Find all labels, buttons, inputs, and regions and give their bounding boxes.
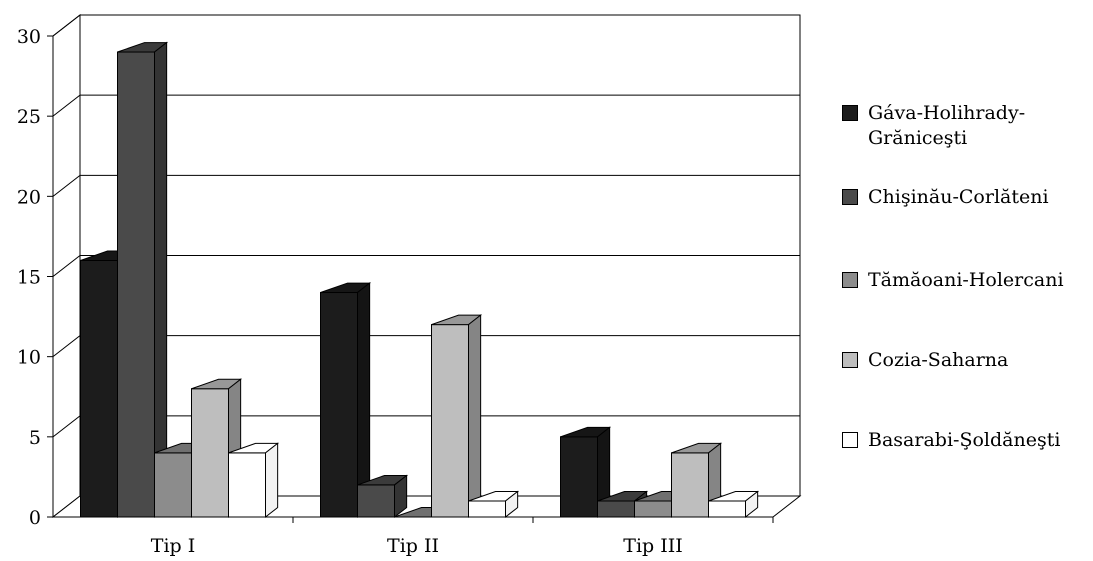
grid-line bbox=[52, 14, 800, 37]
bar-side bbox=[745, 490, 759, 519]
bar-front bbox=[671, 452, 709, 518]
legend-label: Basarabi-Şoldăneşti bbox=[868, 429, 1061, 451]
y-tick-label: 20 bbox=[17, 186, 41, 208]
bar-side bbox=[505, 490, 519, 519]
legend-item: Chişinău-Corlăteni bbox=[842, 185, 1093, 210]
x-tick-label: Tip III bbox=[623, 535, 682, 557]
bar-front bbox=[634, 500, 672, 518]
legend-label: Cozia-Saharna bbox=[868, 349, 1009, 371]
bar-front bbox=[80, 259, 118, 518]
bar bbox=[468, 490, 520, 519]
bar-front bbox=[357, 484, 395, 518]
y-tick-label: 25 bbox=[17, 106, 41, 128]
legend-swatch bbox=[842, 432, 858, 448]
y-tick-label: 5 bbox=[29, 427, 41, 449]
bar-front bbox=[560, 436, 598, 518]
legend-label: Chişinău-Corlăteni bbox=[868, 186, 1049, 208]
legend-item: Tămăoani-Holercani bbox=[842, 268, 1093, 293]
bar bbox=[228, 442, 280, 519]
bar-side bbox=[265, 442, 279, 519]
bar-front bbox=[228, 452, 266, 518]
legend-item: Cozia-Saharna bbox=[842, 348, 1093, 373]
legend-swatch bbox=[842, 272, 858, 288]
y-tick-label: 15 bbox=[17, 267, 41, 289]
bar bbox=[708, 490, 760, 519]
bar-front bbox=[708, 500, 746, 518]
x-axis-labels: Tip I Tip II Tip III bbox=[151, 517, 774, 557]
bar-front bbox=[117, 51, 155, 518]
bar-front bbox=[191, 388, 229, 518]
x-tick-label: Tip I bbox=[151, 535, 195, 557]
legend-swatch bbox=[842, 105, 858, 121]
legend-label: Gáva-Holihrady-Grăniceşti bbox=[868, 102, 1026, 149]
x-tick-label: Tip II bbox=[387, 535, 439, 557]
y-axis-ticks: 0 5 10 15 20 25 30 bbox=[17, 26, 53, 529]
grid-line bbox=[52, 94, 800, 117]
bar-side bbox=[154, 41, 168, 519]
y-tick-label: 0 bbox=[29, 507, 41, 529]
bar bbox=[560, 426, 612, 519]
bar-front bbox=[431, 324, 469, 518]
grid-line bbox=[52, 174, 800, 197]
grid-line bbox=[52, 255, 800, 277]
bar bbox=[117, 41, 169, 519]
bars bbox=[80, 41, 760, 519]
legend: Gáva-Holihrady-Grăniceşti Chişinău-Corlăt… bbox=[842, 0, 1092, 561]
y-tick-label: 30 bbox=[17, 26, 41, 48]
legend-item: Gáva-Holihrady-Grăniceşti bbox=[842, 101, 1038, 151]
legend-item: Basarabi-Şoldăneşti bbox=[842, 428, 1093, 453]
bar-side bbox=[468, 314, 482, 519]
bar bbox=[431, 314, 483, 519]
y-tick-label: 10 bbox=[17, 347, 41, 369]
legend-swatch bbox=[842, 352, 858, 368]
bar-front bbox=[597, 500, 635, 518]
legend-swatch bbox=[842, 189, 858, 205]
bar bbox=[320, 282, 372, 519]
bar-front bbox=[320, 292, 358, 518]
bar-front bbox=[468, 500, 506, 518]
bar-front bbox=[154, 452, 192, 518]
bar-chart: 0 5 10 15 20 25 30 Tip I Tip II Tip III bbox=[17, 13, 802, 557]
legend-label: Tămăoani-Holercani bbox=[868, 269, 1064, 291]
bar bbox=[357, 474, 409, 519]
bar-side bbox=[394, 474, 408, 519]
